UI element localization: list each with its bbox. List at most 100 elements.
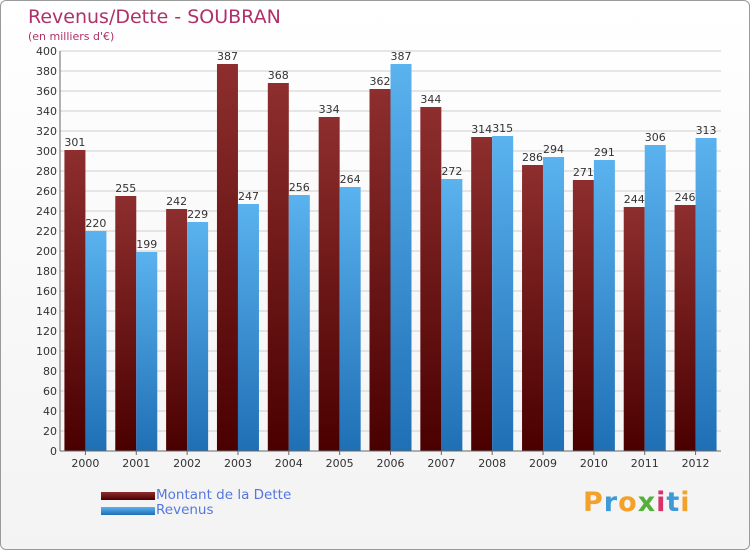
data-label: 242: [166, 195, 187, 208]
x-tick-label: 2010: [580, 457, 608, 470]
bar-revenus: [695, 138, 717, 451]
y-tick-label: 240: [36, 205, 57, 218]
data-label: 301: [64, 136, 85, 149]
y-tick-label: 0: [50, 445, 57, 458]
logo-letter: r: [603, 487, 619, 518]
y-tick-label: 60: [43, 385, 57, 398]
data-label: 313: [696, 124, 717, 137]
data-label: 246: [675, 191, 696, 204]
y-tick-label: 260: [36, 185, 57, 198]
x-tick-label: 2001: [122, 457, 150, 470]
x-tick-label: 2011: [631, 457, 659, 470]
y-tick-label: 140: [36, 305, 57, 318]
bar-dette: [572, 180, 594, 451]
data-label: 247: [238, 190, 259, 203]
data-label: 229: [187, 208, 208, 221]
y-tick-label: 380: [36, 65, 57, 78]
bar-revenus: [85, 231, 107, 451]
y-tick-label: 220: [36, 225, 57, 238]
data-label: 264: [340, 173, 361, 186]
data-label: 362: [370, 75, 391, 88]
proxiti-logo: Proxiti: [583, 487, 691, 518]
data-label: 334: [319, 103, 340, 116]
y-tick-label: 100: [36, 345, 57, 358]
x-tick-label: 2006: [377, 457, 405, 470]
data-label: 272: [441, 165, 462, 178]
bar-revenus: [339, 187, 361, 451]
legend-swatch-dette: [101, 491, 155, 500]
bar-dette: [623, 207, 645, 451]
bar-revenus: [136, 252, 158, 451]
y-tick-label: 320: [36, 125, 57, 138]
bar-revenus: [187, 222, 209, 451]
bar-revenus: [390, 64, 412, 451]
bars: [64, 64, 717, 451]
logo-letter: i: [680, 487, 691, 518]
x-tick-label: 2000: [71, 457, 99, 470]
legend: Montant de la Dette Revenus: [101, 488, 291, 518]
bar-dette: [522, 165, 544, 451]
bar-dette: [369, 89, 391, 451]
legend-item-revenus: Revenus: [101, 503, 291, 518]
logo-letter: o: [618, 487, 638, 518]
data-label: 255: [115, 182, 136, 195]
y-tick-label: 120: [36, 325, 57, 338]
data-label: 220: [85, 217, 106, 230]
y-tick-label: 340: [36, 105, 57, 118]
data-label: 314: [471, 123, 492, 136]
legend-swatch-revenus: [101, 506, 155, 515]
x-tick-label: 2005: [326, 457, 354, 470]
y-tick-label: 300: [36, 145, 57, 158]
data-label: 315: [492, 122, 513, 135]
x-tick-label: 2008: [478, 457, 506, 470]
data-label: 291: [594, 146, 615, 159]
x-tick-label: 2007: [427, 457, 455, 470]
bar-dette: [318, 117, 340, 451]
x-tick-label: 2012: [682, 457, 710, 470]
axes: 0 20 40 60 80 100 120 140 160 180 200 220 240 260 280 3…: [36, 45, 721, 470]
bar-dette: [267, 83, 289, 451]
logo-letter: P: [583, 487, 604, 518]
bar-revenus: [543, 157, 565, 451]
bar-dette: [420, 107, 442, 451]
data-label: 286: [522, 151, 543, 164]
data-label: 294: [543, 143, 564, 156]
bar-revenus: [288, 195, 310, 451]
chart-title: Revenus/Dette - SOUBRAN: [28, 6, 281, 28]
data-label: 256: [289, 181, 310, 194]
bar-dette: [115, 196, 137, 451]
y-tick-label: 360: [36, 85, 57, 98]
data-label: 387: [391, 50, 412, 63]
y-tick-label: 20: [43, 425, 57, 438]
bar-dette: [166, 209, 188, 451]
legend-label-revenus: Revenus: [156, 502, 214, 518]
y-tick-label: 40: [43, 405, 57, 418]
data-label: 306: [645, 131, 666, 144]
data-label: 387: [217, 50, 238, 63]
x-tick-label: 2009: [529, 457, 557, 470]
data-labels: 3012202551992422293872473682563342643623…: [64, 50, 716, 251]
legend-label-dette: Montant de la Dette: [156, 487, 292, 503]
y-tick-label: 200: [36, 245, 57, 258]
bar-revenus: [593, 160, 615, 451]
bar-revenus: [441, 179, 463, 451]
y-tick-label: 180: [36, 265, 57, 278]
bar-revenus: [644, 145, 666, 451]
logo-letter: x: [637, 487, 657, 518]
bar-revenus: [237, 204, 259, 451]
bar-dette: [471, 137, 493, 451]
bar-dette: [216, 64, 238, 451]
data-label: 368: [268, 69, 289, 82]
bar-revenus: [492, 136, 514, 451]
y-tick-label: 160: [36, 285, 57, 298]
x-tick-label: 2002: [173, 457, 201, 470]
x-tick-label: 2003: [224, 457, 252, 470]
y-tick-label: 280: [36, 165, 57, 178]
data-label: 271: [573, 166, 594, 179]
y-tick-label: 80: [43, 365, 57, 378]
bar-dette: [64, 150, 86, 451]
logo-letter: t: [666, 487, 681, 518]
data-label: 344: [420, 93, 441, 106]
